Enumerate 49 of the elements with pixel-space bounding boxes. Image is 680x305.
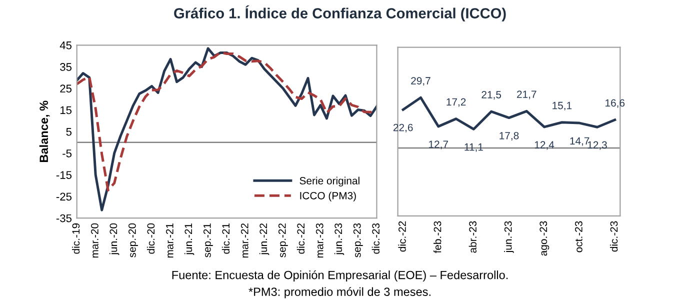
x-tick-label: ago.-23: [540, 221, 550, 256]
y-tick-label: -5: [62, 150, 72, 158]
x-tick-label: mar.-22: [240, 223, 248, 258]
data-label: 29,7: [411, 77, 430, 86]
y-axis-title: Balance, %: [39, 100, 50, 162]
y-tick-label: 25: [60, 84, 72, 93]
y-tick-label: -15: [56, 171, 72, 179]
data-label: 22,6: [393, 124, 413, 132]
x-tick-label: mar.-23: [316, 223, 324, 258]
x-tick-label: jun.-23: [334, 223, 344, 256]
chart-title: Gráfico 1. Índice de Confianza Comercial (ICCO): [174, 5, 506, 22]
x-tick-label: feb.-23: [434, 221, 442, 254]
x-tick-label: jun.-21: [184, 223, 194, 256]
data-label: 14,7: [570, 137, 590, 146]
y-tick-label: -35: [56, 214, 72, 222]
x-tick-label: dic.-22: [296, 223, 305, 254]
y-tick-label: 15: [60, 106, 72, 114]
x-tick-label: oct.-23: [574, 221, 582, 252]
y-tick-label: 35: [60, 63, 72, 71]
legend-label: ICCO (PM3): [300, 192, 356, 202]
x-tick-label: dic.-23: [372, 223, 380, 254]
data-label: 17,2: [446, 98, 466, 107]
x-tick-label: dic.-19: [72, 223, 80, 254]
x-tick-label: mar.-20: [91, 223, 98, 258]
data-label: 21,7: [517, 90, 536, 100]
x-tick-label: sep.-23: [353, 223, 363, 258]
x-tick-label: dic.-22: [398, 221, 406, 252]
source-note: Fuente: Encuesta de Opinión Empresarial (EOE) – Fedesarrollo.: [172, 270, 508, 282]
x-tick-label: jun.-22: [259, 223, 270, 256]
y-tick-label: -25: [56, 192, 72, 201]
x-tick-label: sep.-21: [203, 223, 213, 258]
text: *PM3: promedio móvil de 3 meses.: [248, 287, 430, 298]
x-tick-label: sep.-20: [128, 223, 138, 258]
y-tick-label: 45: [60, 42, 72, 50]
data-label: 16,6: [606, 99, 625, 108]
data-label: 15,1: [552, 102, 572, 110]
x-tick-label: jun.-23: [504, 221, 514, 253]
x-tick-label: abr.-23: [468, 221, 476, 253]
data-label: 17,8: [500, 132, 519, 141]
x-tick-label: dic.-23: [610, 221, 618, 252]
x-tick-label: dic.-21: [222, 223, 230, 254]
x-tick-label: sep.-22: [278, 223, 288, 258]
legend-label: Serie original: [300, 176, 360, 186]
x-tick-label: jun.-20: [109, 223, 120, 256]
x-tick-label: dic.-20: [146, 223, 155, 254]
x-tick-label: mar.-21: [166, 223, 174, 258]
data-label: 21,5: [482, 90, 502, 100]
y-tick-label: 5: [66, 128, 72, 136]
data-label: 12,7: [429, 140, 448, 150]
